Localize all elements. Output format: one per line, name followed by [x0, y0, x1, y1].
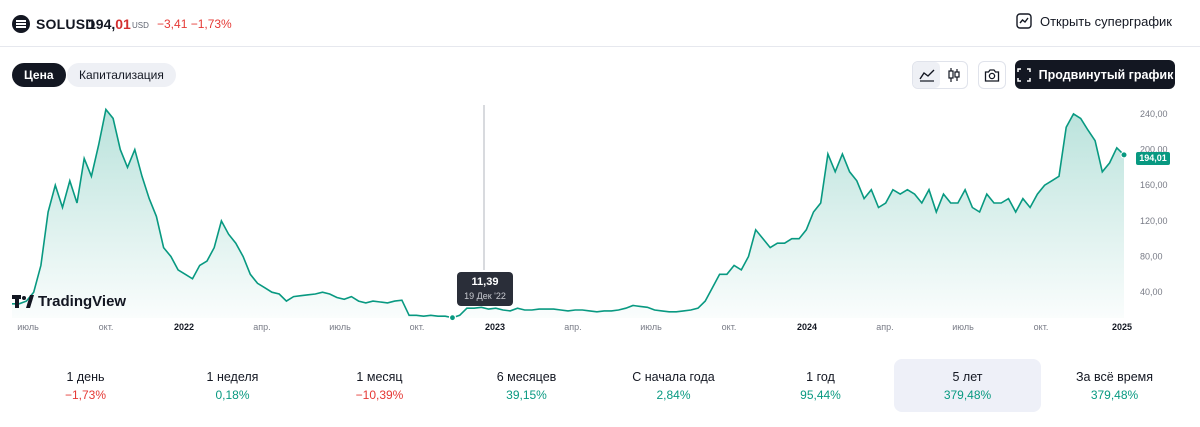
period-label: За всё время [1075, 370, 1154, 384]
period-tab[interactable]: 1 неделя 0,18% [159, 359, 306, 412]
last-price-label: 194,01 [1136, 152, 1170, 165]
x-tick-label: июль [329, 322, 351, 332]
tab-capitalization[interactable]: Капитализация [67, 63, 176, 87]
x-tick-label: окт. [410, 322, 425, 332]
crosshair-point [448, 314, 457, 322]
period-label: С начала года [632, 370, 715, 384]
period-label: 1 день [66, 370, 105, 384]
chart-type-toggle [912, 61, 968, 89]
area-chart-icon [918, 69, 934, 82]
x-tick-label: 2024 [797, 322, 817, 332]
currency-label: USD [132, 21, 149, 30]
tooltip-value: 11,39 [471, 276, 499, 288]
period-tab[interactable]: За всё время 379,48% [1041, 359, 1188, 412]
x-tick-label: июль [17, 322, 39, 332]
price-area-fill [12, 109, 1124, 318]
solana-logo-icon [12, 15, 30, 33]
x-tick-label: 2023 [485, 322, 505, 332]
x-tick-label: апр. [253, 322, 270, 332]
advanced-chart-label: Продвинутый график [1038, 67, 1174, 82]
period-change: 379,48% [943, 388, 992, 402]
area-chart-button[interactable] [913, 62, 940, 88]
camera-icon [984, 69, 1000, 82]
period-label: 6 месяцев [496, 370, 557, 384]
period-change: 39,15% [506, 388, 547, 402]
x-tick-label: апр. [564, 322, 581, 332]
period-tab[interactable]: 1 месяц −10,39% [306, 359, 453, 412]
period-tab[interactable]: 1 год 95,44% [747, 359, 894, 412]
period-change: 95,44% [800, 388, 841, 402]
period-change: −1,73% [64, 388, 107, 402]
header: SOLUSD 194,01 USD −3,41 −1,73% Открыть с… [0, 0, 1200, 47]
open-superchart-button[interactable]: Открыть суперграфик [1016, 13, 1172, 29]
y-tick-label: 120,00 [1140, 216, 1168, 226]
symbol-name: SOLUSD [36, 16, 96, 32]
advanced-chart-button[interactable]: Продвинутый график [1015, 60, 1175, 89]
x-tick-label: 2022 [174, 322, 194, 332]
superchart-label: Открыть суперграфик [1039, 13, 1172, 29]
period-label: 1 неделя [206, 370, 259, 384]
x-tick-label: окт. [99, 322, 114, 332]
crosshair-tooltip: 11,39 19 Дек '22 [457, 272, 513, 306]
x-tick-label: июль [952, 322, 974, 332]
period-label: 1 год [806, 370, 835, 384]
period-change: −10,39% [355, 388, 404, 402]
tab-price[interactable]: Цена [12, 63, 66, 87]
screenshot-button[interactable] [978, 61, 1006, 89]
period-change: 379,48% [1090, 388, 1139, 402]
period-change: 2,84% [656, 388, 691, 402]
price-line [12, 107, 1125, 319]
fullscreen-icon [1016, 67, 1031, 82]
price-integer: 194, [88, 16, 116, 32]
x-tick-label: 2025 [1112, 322, 1132, 332]
superchart-icon [1016, 13, 1032, 29]
period-tab[interactable]: С начала года 2,84% [600, 359, 747, 412]
period-selector: 1 день −1,73% 1 неделя 0,18% 1 месяц −10,39% 6… [12, 359, 1188, 412]
period-tab[interactable]: 6 месяцев 39,15% [453, 359, 600, 412]
current-price: 194,01 [88, 16, 131, 32]
price-change: −3,41 −1,73% [157, 17, 232, 31]
candles-icon [947, 68, 960, 82]
x-tick-label: июль [640, 322, 662, 332]
period-tab[interactable]: 1 день −1,73% [12, 359, 159, 412]
period-tab[interactable]: 5 лет 379,48% [894, 359, 1041, 412]
x-tick-label: окт. [1034, 322, 1049, 332]
tradingview-mark-icon [12, 294, 34, 308]
tradingview-logo: TradingView [12, 293, 126, 310]
x-tick-label: апр. [876, 322, 893, 332]
y-tick-label: 240,00 [1140, 109, 1168, 119]
price-chart[interactable]: 240,00 200,00 160,00 120,00 80,00 40,00 июль о… [0, 100, 1200, 345]
price-decimal: 01 [115, 16, 131, 32]
period-change: 0,18% [215, 388, 250, 402]
last-point-marker [1120, 151, 1128, 159]
period-label: 1 месяц [356, 370, 403, 384]
y-tick-label: 160,00 [1140, 180, 1168, 190]
y-tick-label: 40,00 [1140, 287, 1163, 297]
tradingview-brand-name: TradingView [38, 293, 127, 310]
period-label: 5 лет [952, 370, 983, 384]
x-tick-label: окт. [722, 322, 737, 332]
y-tick-label: 80,00 [1140, 252, 1163, 262]
y-tick-label: 200,00 [1140, 145, 1168, 155]
candles-button[interactable] [940, 62, 967, 88]
tooltip-date: 19 Дек '22 [464, 291, 506, 301]
